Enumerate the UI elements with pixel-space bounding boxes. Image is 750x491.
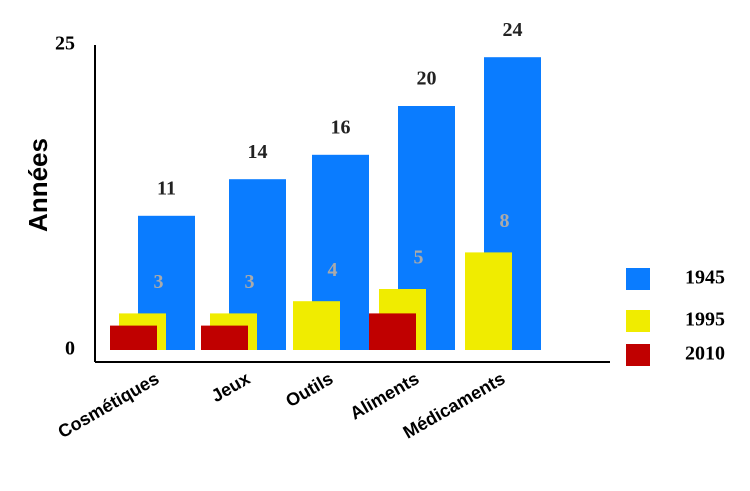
bar [293,301,340,350]
value-label: 5 [414,247,424,269]
legend-swatch [626,310,650,332]
bar [201,325,248,350]
legend-label: 1995 [685,309,725,331]
value-label: 20 [417,68,437,90]
legend-label: 1945 [685,267,725,289]
value-label: 4 [328,259,338,281]
bar [465,252,512,350]
y-tick-label: 0 [65,338,75,360]
legend-label: 2010 [685,343,725,365]
legend-swatch [626,268,650,290]
bar [110,325,157,350]
value-label: 11 [157,177,176,199]
legend-swatch [626,344,650,366]
value-label: 3 [154,271,164,293]
value-label: 14 [248,141,268,163]
x-tick-label: Cosmétiques [54,368,162,442]
value-label: 3 [245,271,255,293]
y-tick-label: 25 [55,33,75,55]
x-tick-label: Aliments [347,368,423,423]
y-axis-label: Années [23,138,53,232]
x-tick-label: Jeux [208,368,254,406]
value-label: 16 [331,116,351,138]
value-label: 8 [500,210,510,232]
bar [369,313,416,350]
x-tick-label: Outils [282,368,336,411]
value-label: 24 [503,19,523,41]
